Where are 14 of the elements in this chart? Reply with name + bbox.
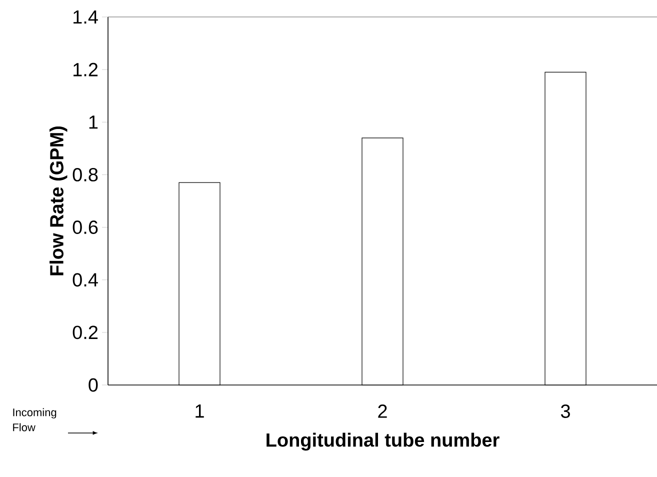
- y-tick-label: 1.2: [74, 62, 98, 76]
- x-tick-label: 1: [196, 404, 204, 418]
- x-tick-label: 2: [378, 404, 387, 418]
- y-tick-label: 1: [89, 116, 98, 129]
- x-tick-label: 3: [560, 404, 570, 418]
- x-axis-title: Longitudinal tube number: [266, 432, 500, 451]
- y-tick-label: 0: [88, 378, 98, 392]
- y-tick-label: 0.2: [72, 326, 98, 340]
- y-axis-title: Flow Rate (GPM): [50, 126, 68, 276]
- y-tick-label: 0.8: [72, 168, 98, 182]
- y-tick-label: 0.6: [72, 220, 98, 234]
- text: Incoming Flow: [13, 408, 56, 432]
- y-tick-label: 0.4: [72, 273, 98, 287]
- y-tick-label: 1.4: [74, 10, 98, 24]
